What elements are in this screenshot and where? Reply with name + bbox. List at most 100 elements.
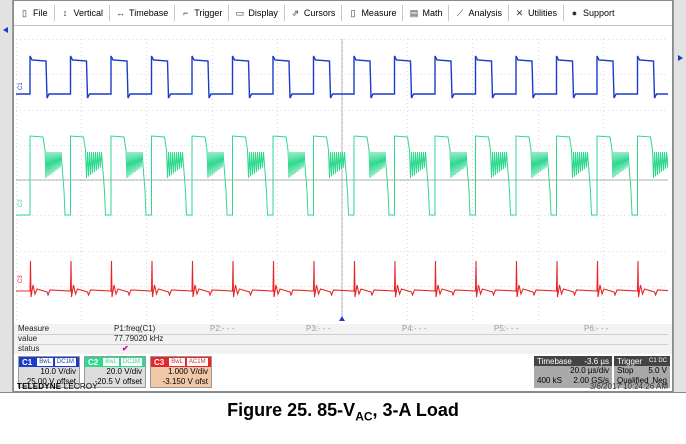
trigger-mode: Stop	[617, 366, 634, 375]
timebase-per-div: 20.0 µs/div	[570, 366, 609, 375]
p6-name[interactable]: P6:- - -	[584, 324, 609, 333]
timestamp: 3/6/2017 10:24:26 AM	[589, 382, 668, 391]
measure-icon: ▯	[350, 7, 356, 18]
menu-label: Support	[583, 8, 615, 18]
waveform-c1	[16, 55, 668, 99]
channel-c3-descriptor[interactable]: C3 BwL AC1M 1.000 V/div -3.150 V ofst	[150, 356, 212, 388]
menu-cursors[interactable]: ⇗ Cursors	[285, 5, 343, 21]
coupling-badge: DC1M	[54, 358, 76, 366]
status-label: status	[18, 344, 40, 353]
channel-c1-header: C1 BwL DC1M	[19, 357, 79, 367]
waveform-grid: C1 C2 C3	[16, 39, 668, 321]
p1-name[interactable]: P1:freq(C1)	[114, 324, 156, 333]
menu-utilities[interactable]: ✕ Utilities	[509, 5, 564, 21]
bandwidth-badge: BwL	[169, 358, 185, 366]
menu-measure[interactable]: ▯ Measure	[342, 5, 404, 21]
caption-suffix: , 3-A Load	[372, 400, 459, 420]
channel-name: C3	[154, 357, 165, 367]
channel-c1-descriptor[interactable]: C1 BwL DC1M 10.0 V/div 25.00 V offset	[18, 356, 80, 388]
timebase-samples: 400 kS	[537, 376, 562, 385]
value-label: value	[18, 334, 38, 343]
menu-label: Vertical	[73, 8, 104, 18]
channel-name: C1	[22, 357, 33, 367]
figure-caption: Figure 25. 85-VAC, 3-A Load	[0, 400, 686, 424]
menu-bar: ▯ File ↕ Vertical ↔ Timebase ⌐ Trigger ▭ Display ⇗…	[14, 1, 672, 26]
menu-label: Measure	[361, 8, 397, 18]
p1-status-check-icon: ✔	[122, 344, 129, 353]
timebase-label: Timebase	[537, 356, 572, 366]
support-icon: ●	[571, 7, 578, 18]
channel-name: C2	[88, 357, 99, 367]
brand-logo: TELEDYNE LECROY	[17, 382, 98, 391]
channel-c2-header: C2 BwL DC1M	[85, 357, 145, 367]
measure-status-row: status ✔	[18, 344, 668, 354]
channel-c2-descriptor[interactable]: C2 BwL DC1M 20.0 V/div -20.5 V offset	[84, 356, 146, 388]
menu-file[interactable]: ▯ File	[14, 5, 55, 21]
trigger-icon: ⌐	[183, 7, 189, 18]
cursors-icon: ⇗	[291, 7, 300, 18]
channel-c3-header: C3 BwL AC1M	[151, 357, 211, 367]
menu-label: Utilities	[527, 8, 557, 18]
coupling-badge: AC1M	[186, 358, 208, 366]
trigger-header: Trigger C1 DC	[614, 356, 670, 366]
waveform-c3	[16, 260, 668, 298]
c1-ground-marker-left	[3, 27, 8, 33]
menu-label: Analysis	[468, 8, 502, 18]
display-icon: ▭	[235, 7, 245, 18]
timebase-sample-row: 400 kS 2.00 GS/s	[534, 376, 612, 386]
menu-label: Trigger	[194, 8, 223, 18]
measure-value-row: value 77.79020 kHz	[18, 334, 668, 345]
bandwidth-badge: BwL	[37, 358, 53, 366]
menu-analysis[interactable]: ⟋ Analysis	[449, 5, 509, 21]
p2-name[interactable]: P2:- - -	[210, 324, 235, 333]
brand-bar: TELEDYNE LECROY 3/6/2017 10:24:26 AM	[14, 382, 672, 392]
c1-trace-label: C1	[18, 82, 24, 90]
menu-timebase[interactable]: ↔ Timebase	[110, 5, 176, 21]
trigger-mode-row: Stop 5.0 V	[614, 366, 670, 376]
timebase-delay: -3.6 µs	[584, 356, 609, 366]
channel-scale: 10.0 V/div	[40, 367, 76, 376]
channel-offset: -3.150 V ofst	[162, 377, 208, 386]
math-icon: ▤	[409, 7, 419, 18]
c1-ground-marker-right	[678, 55, 683, 61]
vertical-icon: ↕	[62, 7, 68, 18]
menu-label: File	[33, 8, 48, 18]
menu-math[interactable]: ▤ Math	[403, 5, 450, 21]
p5-name[interactable]: P5:- - -	[494, 324, 519, 333]
right-edge-panel	[673, 0, 686, 392]
caption-prefix: Figure 25. 85-V	[227, 400, 356, 420]
measure-title: Measure	[18, 324, 50, 333]
caption-subscript: AC	[355, 409, 373, 424]
bandwidth-badge: BwL	[103, 358, 119, 366]
p4-name[interactable]: P4:- - -	[402, 324, 427, 333]
timebase-descriptor[interactable]: Timebase -3.6 µs 20.0 µs/div 400 kS 2.00…	[534, 356, 612, 388]
timebase-rate: 2.00 GS/s	[573, 376, 609, 385]
oscilloscope-window: ▯ File ↕ Vertical ↔ Timebase ⌐ Trigger ▭ Display ⇗…	[13, 0, 673, 392]
menu-trigger[interactable]: ⌐ Trigger	[175, 5, 230, 21]
channel-offset: 25.00 V offset	[26, 377, 76, 386]
timebase-header: Timebase -3.6 µs	[534, 356, 612, 366]
c2-trace-label: C2	[18, 199, 24, 207]
menu-label: Display	[248, 8, 278, 18]
channel-scale: 20.0 V/div	[106, 367, 142, 376]
menu-support[interactable]: ● Support	[564, 5, 621, 21]
trigger-position-marker	[339, 316, 345, 321]
trigger-level: 5.0 V	[648, 366, 667, 375]
left-edge-panel	[0, 0, 13, 392]
file-icon: ▯	[22, 7, 27, 18]
p3-name[interactable]: P3:- - -	[306, 324, 331, 333]
trigger-state-row: Qualified Neg	[614, 376, 670, 386]
trigger-label: Trigger	[617, 356, 643, 366]
menu-label: Timebase	[129, 8, 169, 18]
timebase-icon: ↔	[116, 7, 126, 18]
trigger-state: Qualified	[617, 376, 649, 385]
channel-offset: -20.5 V offset	[94, 377, 142, 386]
menu-vertical[interactable]: ↕ Vertical	[55, 5, 111, 21]
waveform-c2	[16, 135, 668, 216]
channel-scale: 1.000 V/div	[167, 367, 208, 376]
c3-trace-label: C3	[18, 275, 24, 283]
analysis-icon: ⟋	[456, 7, 464, 18]
trigger-descriptor[interactable]: Trigger C1 DC Stop 5.0 V Qualified Neg	[614, 356, 670, 388]
menu-label: Cursors	[303, 8, 336, 18]
menu-display[interactable]: ▭ Display	[229, 5, 285, 21]
